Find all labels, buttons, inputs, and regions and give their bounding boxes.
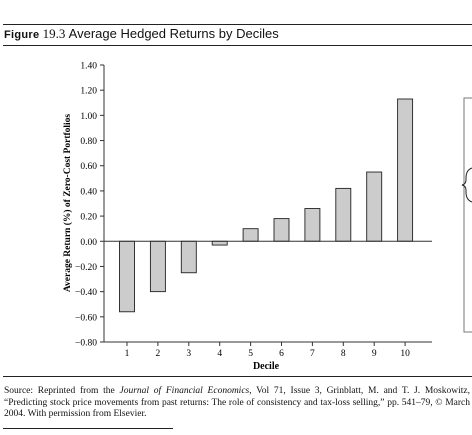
figure-title: Figure 19.3 Average Hedged Returns by De… — [4, 26, 279, 42]
figure-number: 19.3 — [42, 26, 66, 41]
partial-brace-annotation — [461, 97, 472, 333]
top-rule — [3, 24, 472, 25]
bar-decile-5 — [242, 228, 259, 242]
bar-chart: 1.40 1.20 1.00 0.80 0.60 0.40 0.20 0.00 −0.20 −0.… — [62, 62, 472, 372]
side-panel-outline — [463, 97, 472, 333]
bar-decile-2 — [149, 240, 166, 293]
y-tick-label: −0.40 — [75, 288, 97, 298]
y-tick-label: 0.60 — [80, 162, 97, 172]
y-tick-label: 1.20 — [80, 87, 97, 97]
figure-title-text: Average Hedged Returns by Deciles — [68, 26, 279, 41]
x-tick-label: 9 — [372, 349, 377, 359]
bar-decile-3 — [180, 240, 197, 274]
y-tick-label: −0.20 — [75, 263, 97, 273]
bar-decile-6 — [273, 218, 290, 242]
bar-decile-9 — [366, 171, 383, 242]
y-tick-label: 0.20 — [80, 213, 97, 223]
x-tick-label: 3 — [186, 349, 191, 359]
x-tick-label: 10 — [400, 349, 410, 359]
bar-decile-1 — [119, 240, 135, 313]
x-tick-label: 2 — [156, 349, 161, 359]
end-rule — [3, 428, 173, 429]
x-tick-label: 8 — [341, 349, 346, 359]
x-tick-label: 6 — [279, 349, 284, 359]
bar-decile-10 — [397, 98, 414, 242]
y-tick-label: −0.60 — [75, 313, 97, 323]
x-axis-label: Decile — [253, 361, 280, 372]
bar-decile-4 — [211, 240, 228, 246]
bars — [119, 98, 414, 313]
y-tick-label: 0.40 — [80, 187, 97, 197]
y-tick-label: 1.00 — [80, 112, 97, 122]
x-tick-label: 7 — [310, 349, 315, 359]
figure-label: Figure — [4, 29, 40, 41]
source-prefix: Source: Reprinted from the — [4, 386, 120, 396]
bar-decile-8 — [335, 187, 352, 242]
source-suffix: , Vol 71, Issue 3, Grinblatt, M. and T. … — [4, 386, 470, 419]
x-axis: 1 2 3 4 5 6 7 8 9 10 — [104, 240, 432, 359]
x-tick-label: 1 — [125, 349, 130, 359]
x-tick-label: 4 — [217, 349, 222, 359]
y-tick-label: 1.40 — [80, 62, 97, 72]
y-axis-label: Average Return (%) of Zero-Cost Portfoli… — [62, 114, 73, 293]
source-journal: Journal of Financial Economics — [119, 386, 250, 396]
x-tick-label: 5 — [248, 349, 253, 359]
y-tick-label: 0.80 — [80, 137, 97, 147]
source-note: Source: Reprinted from the Journal of Fi… — [4, 386, 470, 421]
y-tick-label: 0.00 — [80, 238, 97, 248]
y-tick-label: −0.80 — [75, 339, 97, 349]
y-axis: 1.40 1.20 1.00 0.80 0.60 0.40 0.20 0.00 −0.20 −0.… — [75, 62, 105, 349]
source-rule — [3, 376, 472, 377]
title-rule — [3, 45, 472, 46]
curly-brace-icon — [461, 167, 472, 203]
bar-decile-7 — [304, 208, 321, 242]
